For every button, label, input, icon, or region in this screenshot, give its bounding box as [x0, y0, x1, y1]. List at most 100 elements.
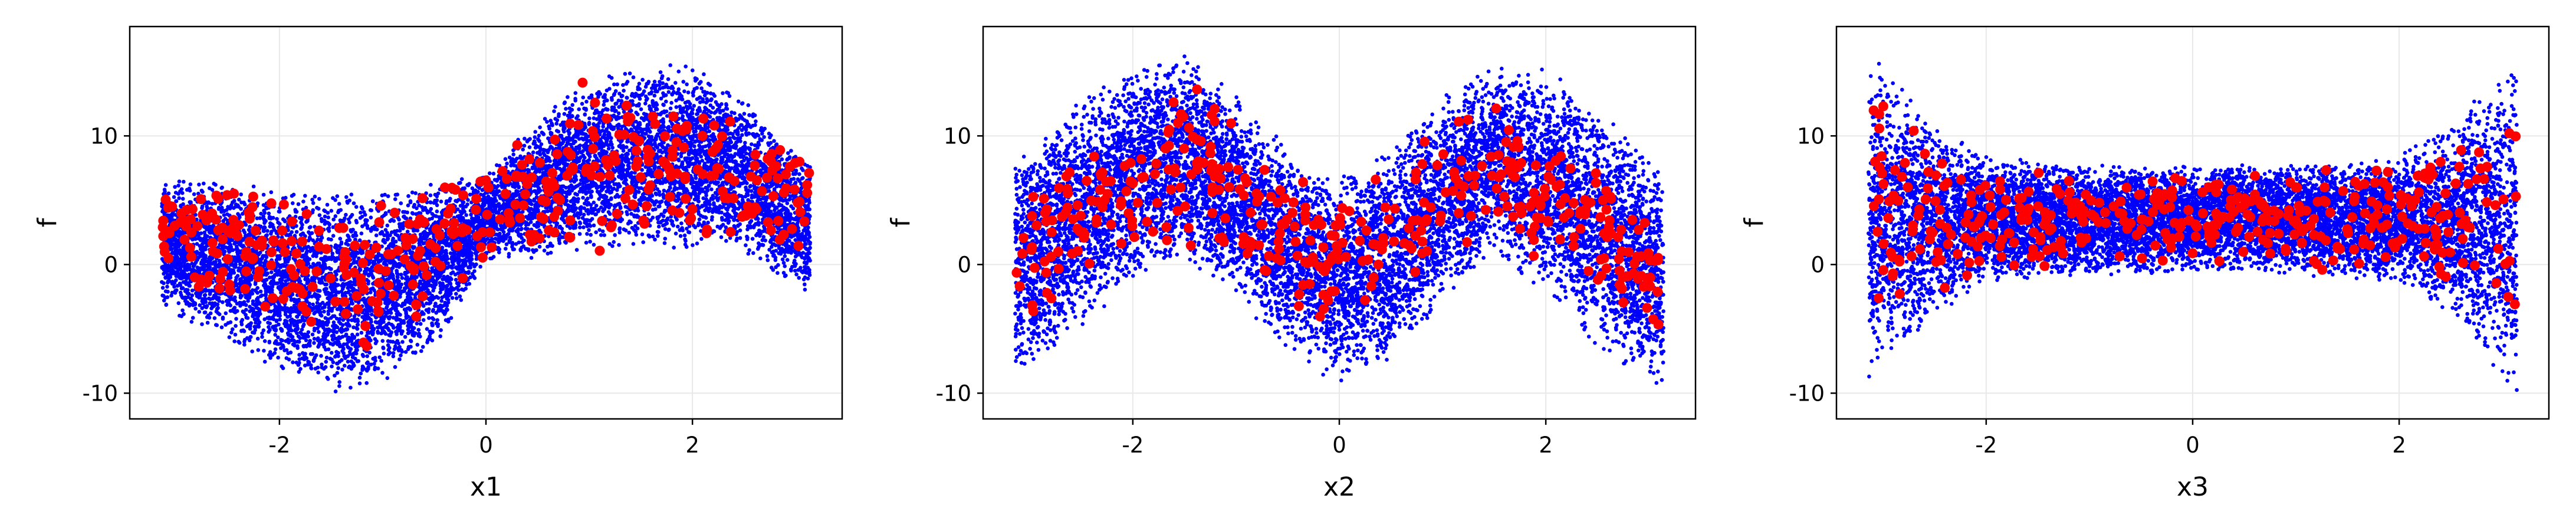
sample-point [160, 286, 165, 290]
sample-point [683, 242, 688, 247]
sample-point [269, 270, 274, 274]
sample-point [308, 352, 313, 356]
sample-point [786, 157, 790, 161]
sample-point [317, 213, 322, 218]
sample-point [387, 243, 392, 248]
sample-point [606, 107, 610, 112]
sample-point [266, 320, 270, 325]
sample-point [431, 307, 435, 312]
sample-point [174, 253, 179, 257]
sample-point [262, 349, 266, 353]
sample-point [199, 188, 204, 193]
sample-point [253, 282, 258, 286]
sample-point [221, 317, 225, 321]
sample-point [255, 216, 259, 221]
sample-point [308, 363, 313, 368]
sample-point [410, 190, 415, 195]
sample-point [650, 86, 654, 90]
sample-point [357, 381, 362, 386]
sample-point [468, 192, 472, 197]
sample-point [613, 195, 617, 199]
sample-point [587, 122, 592, 126]
sample-point [640, 77, 645, 82]
sample-point [369, 215, 373, 220]
sample-point [736, 132, 740, 137]
sample-point [326, 215, 330, 219]
sample-point [312, 336, 317, 341]
sample-point [392, 219, 396, 223]
sample-point [380, 193, 385, 198]
sample-point [386, 194, 390, 198]
sample-point [747, 248, 751, 253]
sample-point [668, 63, 672, 67]
sample-point [197, 310, 202, 314]
sample-point [380, 339, 385, 343]
sample-point [188, 182, 193, 186]
sample-point [420, 345, 425, 349]
sample-point [606, 146, 611, 151]
sample-point [625, 212, 629, 217]
sample-point [750, 142, 754, 146]
sample-point [676, 158, 681, 163]
sample-point [377, 355, 382, 359]
sample-point [771, 254, 776, 258]
sample-point [754, 119, 758, 123]
sample-point [578, 221, 583, 225]
sample-point [626, 163, 630, 168]
sample-point [711, 106, 715, 110]
sample-point [495, 163, 499, 168]
sample-point [692, 104, 696, 108]
sample-point [581, 195, 585, 200]
sample-point [653, 89, 658, 94]
sample-point [431, 289, 435, 293]
sample-point [776, 271, 780, 276]
sample-point [267, 211, 271, 216]
sample-point [656, 234, 660, 238]
sample-point [631, 75, 636, 80]
sample-point [746, 103, 751, 107]
sample-point [333, 389, 338, 394]
sample-point [317, 330, 321, 334]
sample-point [360, 315, 364, 319]
sample-point [259, 211, 263, 216]
sample-point [441, 277, 445, 281]
sample-point [533, 135, 537, 139]
sample-point [603, 129, 607, 133]
sample-point [623, 71, 627, 76]
sample-point [567, 208, 572, 212]
sample-point [250, 349, 255, 353]
sample-point [337, 335, 341, 339]
sample-point [617, 242, 621, 247]
sample-point [577, 107, 581, 112]
sample-point [302, 322, 306, 327]
sample-point [439, 199, 443, 204]
sample-point [337, 202, 341, 206]
sample-point [494, 178, 498, 182]
sample-point [547, 126, 551, 131]
sample-point [347, 350, 352, 354]
sample-point [268, 327, 272, 332]
sample-point [359, 211, 363, 215]
sample-point [365, 354, 369, 358]
sample-point [162, 299, 166, 303]
sample-point [344, 212, 348, 217]
sample-point [793, 268, 797, 273]
sample-point [335, 194, 340, 198]
sample-point [577, 232, 582, 236]
sample-point [708, 103, 713, 107]
sample-point [313, 194, 317, 199]
sample-point [672, 245, 676, 250]
sample-point [273, 347, 278, 352]
sample-point [277, 322, 281, 327]
sample-point [354, 205, 359, 209]
sample-point [199, 261, 203, 266]
sample-point [663, 208, 667, 213]
sample-point [491, 172, 496, 176]
sample-point [685, 82, 689, 87]
sample-point [464, 204, 468, 209]
sample-point [657, 224, 661, 229]
sample-point [554, 122, 558, 126]
sample-point [655, 146, 659, 150]
sample-point [262, 359, 267, 364]
